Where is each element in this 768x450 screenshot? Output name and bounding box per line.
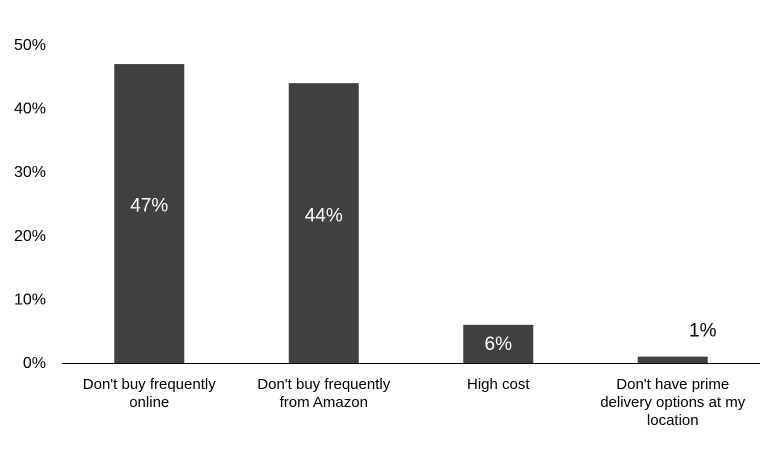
y-tick-label: 50% xyxy=(14,37,46,54)
data-label: 44% xyxy=(305,206,343,227)
bar xyxy=(114,64,185,363)
x-tick-label-line: High cost xyxy=(467,376,530,393)
data-label: 1% xyxy=(689,321,717,342)
bars xyxy=(114,64,708,363)
y-tick-label: 20% xyxy=(14,228,46,245)
y-tick-label: 40% xyxy=(14,101,46,118)
x-tick-label-line: from Amazon xyxy=(280,394,368,411)
x-tick-label-line: Don't buy frequently xyxy=(83,376,216,393)
bar xyxy=(288,83,359,363)
bar xyxy=(463,324,534,363)
y-axis-ticks: 0% 10% 20% 30% 40% 50% xyxy=(14,37,46,372)
value-labels: 47% 44% 6% 1% xyxy=(130,196,716,355)
data-label: 6% xyxy=(485,334,513,355)
x-tick-label: Don't have prime delivery options at my lo… xyxy=(600,376,746,429)
y-tick-label: 10% xyxy=(14,291,46,308)
y-tick-label: 0% xyxy=(23,355,46,372)
x-tick-label-line: Don't buy frequently xyxy=(257,376,390,393)
bar xyxy=(637,356,708,363)
x-tick-label-line: delivery options at my xyxy=(600,394,746,411)
x-tick-label: Don't buy frequently from Amazon xyxy=(257,376,390,411)
x-tick-label-line: location xyxy=(647,412,699,429)
data-label: 47% xyxy=(130,196,168,217)
x-tick-label-line: online xyxy=(129,394,169,411)
x-tick-label-line: Don't have prime xyxy=(616,376,729,393)
x-tick-label: Don't buy frequently online xyxy=(83,376,216,411)
y-tick-label: 30% xyxy=(14,164,46,181)
x-tick-label: High cost xyxy=(467,376,530,393)
